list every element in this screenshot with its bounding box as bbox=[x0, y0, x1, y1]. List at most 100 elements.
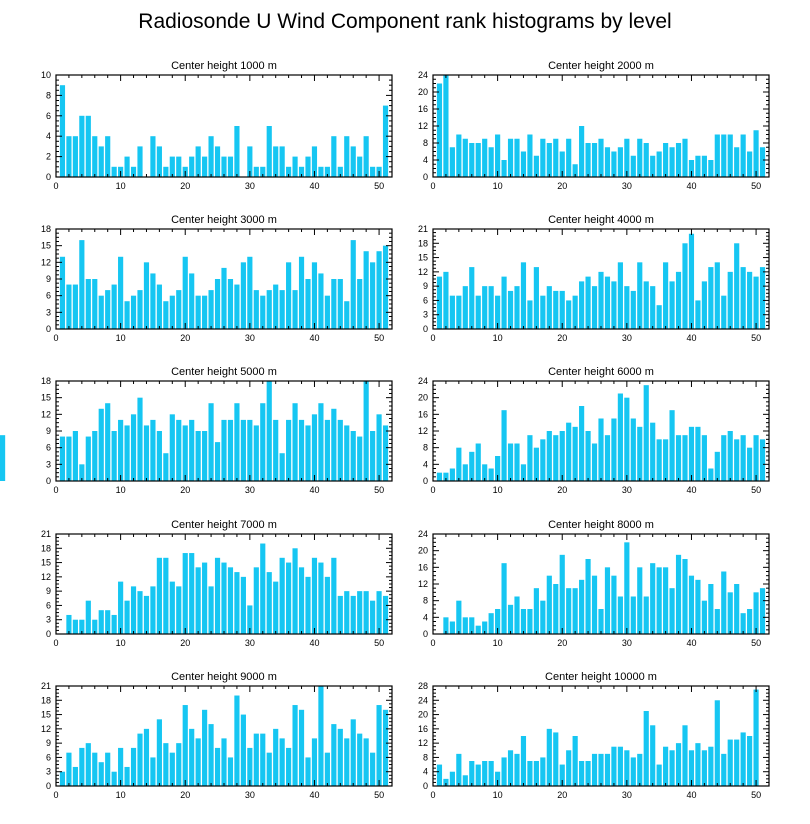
y-tick-label: 12 bbox=[41, 257, 51, 267]
bar bbox=[747, 736, 753, 786]
bar bbox=[66, 614, 72, 634]
bar bbox=[527, 134, 533, 177]
bar bbox=[376, 251, 382, 329]
bar bbox=[298, 419, 305, 481]
bar bbox=[298, 567, 305, 634]
x-tick-label: 30 bbox=[245, 181, 255, 191]
bar bbox=[475, 295, 481, 329]
y-tick-label: 10 bbox=[41, 70, 51, 80]
bar bbox=[124, 156, 130, 177]
bar bbox=[495, 771, 501, 786]
bar bbox=[311, 557, 318, 634]
bar bbox=[72, 431, 78, 481]
bar bbox=[701, 600, 707, 634]
bar bbox=[585, 761, 591, 786]
y-tick-label: 12 bbox=[418, 426, 428, 436]
bar bbox=[540, 600, 546, 634]
bar bbox=[695, 300, 701, 329]
y-tick-label: 12 bbox=[418, 579, 428, 589]
bar bbox=[376, 705, 382, 786]
bar bbox=[260, 543, 266, 634]
bar bbox=[682, 138, 688, 177]
x-tick-label: 20 bbox=[557, 790, 567, 800]
y-tick-label: 20 bbox=[418, 710, 428, 720]
bar bbox=[189, 273, 195, 329]
bar bbox=[456, 600, 462, 634]
bar bbox=[559, 290, 565, 329]
bar bbox=[273, 284, 279, 329]
y-tick-label: 8 bbox=[423, 138, 428, 148]
bar bbox=[130, 414, 137, 481]
bar bbox=[669, 750, 675, 786]
bar bbox=[540, 138, 546, 177]
bar bbox=[579, 579, 585, 634]
bar bbox=[324, 576, 330, 634]
bar bbox=[456, 134, 462, 177]
bar bbox=[260, 295, 266, 329]
bar bbox=[559, 554, 565, 634]
bar bbox=[572, 426, 578, 481]
bar bbox=[637, 138, 643, 177]
bar bbox=[111, 284, 117, 329]
bar bbox=[624, 542, 630, 634]
bar bbox=[514, 753, 520, 786]
y-tick-label: 16 bbox=[418, 724, 428, 734]
y-tick-label: 12 bbox=[41, 409, 51, 419]
y-tick-label: 24 bbox=[418, 529, 428, 539]
bar bbox=[286, 166, 292, 177]
bar bbox=[469, 267, 475, 329]
bar bbox=[124, 600, 130, 634]
bar bbox=[337, 728, 343, 786]
bar bbox=[533, 447, 539, 481]
bar bbox=[337, 279, 343, 329]
bar bbox=[370, 166, 376, 177]
x-tick-label: 40 bbox=[686, 790, 696, 800]
bar bbox=[501, 563, 507, 634]
panel-title: Center height 7000 m bbox=[171, 519, 277, 531]
bar bbox=[637, 753, 643, 786]
bar bbox=[357, 436, 363, 481]
y-tick-label: 18 bbox=[41, 376, 51, 386]
bar bbox=[753, 435, 759, 481]
bar bbox=[520, 464, 527, 481]
y-tick-label: 21 bbox=[418, 224, 428, 234]
y-tick-label: 16 bbox=[418, 104, 428, 114]
bar bbox=[318, 562, 324, 634]
bar bbox=[305, 156, 311, 177]
bar bbox=[98, 610, 104, 634]
y-tick-label: 4 bbox=[46, 131, 51, 141]
bar bbox=[688, 575, 695, 634]
y-tick-label: 8 bbox=[423, 596, 428, 606]
bar bbox=[656, 439, 662, 481]
bar bbox=[598, 271, 604, 329]
bar bbox=[98, 295, 104, 329]
bar bbox=[637, 567, 643, 634]
bar bbox=[708, 267, 714, 329]
bar bbox=[650, 422, 656, 481]
bar bbox=[182, 705, 188, 786]
bar bbox=[382, 105, 389, 177]
bar bbox=[579, 406, 585, 481]
bar bbox=[111, 771, 117, 786]
panel-10: Center height 10000 m 0 10 20 30 40 50 0 4 8 12 16 2… bbox=[418, 671, 770, 800]
bar bbox=[598, 753, 604, 786]
bar bbox=[727, 431, 733, 481]
bar bbox=[611, 746, 617, 786]
bar bbox=[363, 136, 369, 177]
x-tick-label: 40 bbox=[309, 790, 319, 800]
y-tick-label: 20 bbox=[418, 546, 428, 556]
bar bbox=[643, 385, 649, 481]
bar bbox=[669, 281, 675, 329]
x-tick-label: 20 bbox=[557, 333, 567, 343]
bar bbox=[163, 453, 169, 481]
bar bbox=[202, 562, 208, 634]
bar bbox=[708, 160, 714, 177]
y-tick-label: 0 bbox=[46, 324, 51, 334]
x-tick-label: 40 bbox=[686, 638, 696, 648]
x-tick-label: 0 bbox=[53, 181, 58, 191]
bar bbox=[143, 425, 150, 481]
bar bbox=[292, 290, 298, 329]
bar bbox=[585, 276, 591, 329]
x-tick-label: 50 bbox=[374, 181, 384, 191]
